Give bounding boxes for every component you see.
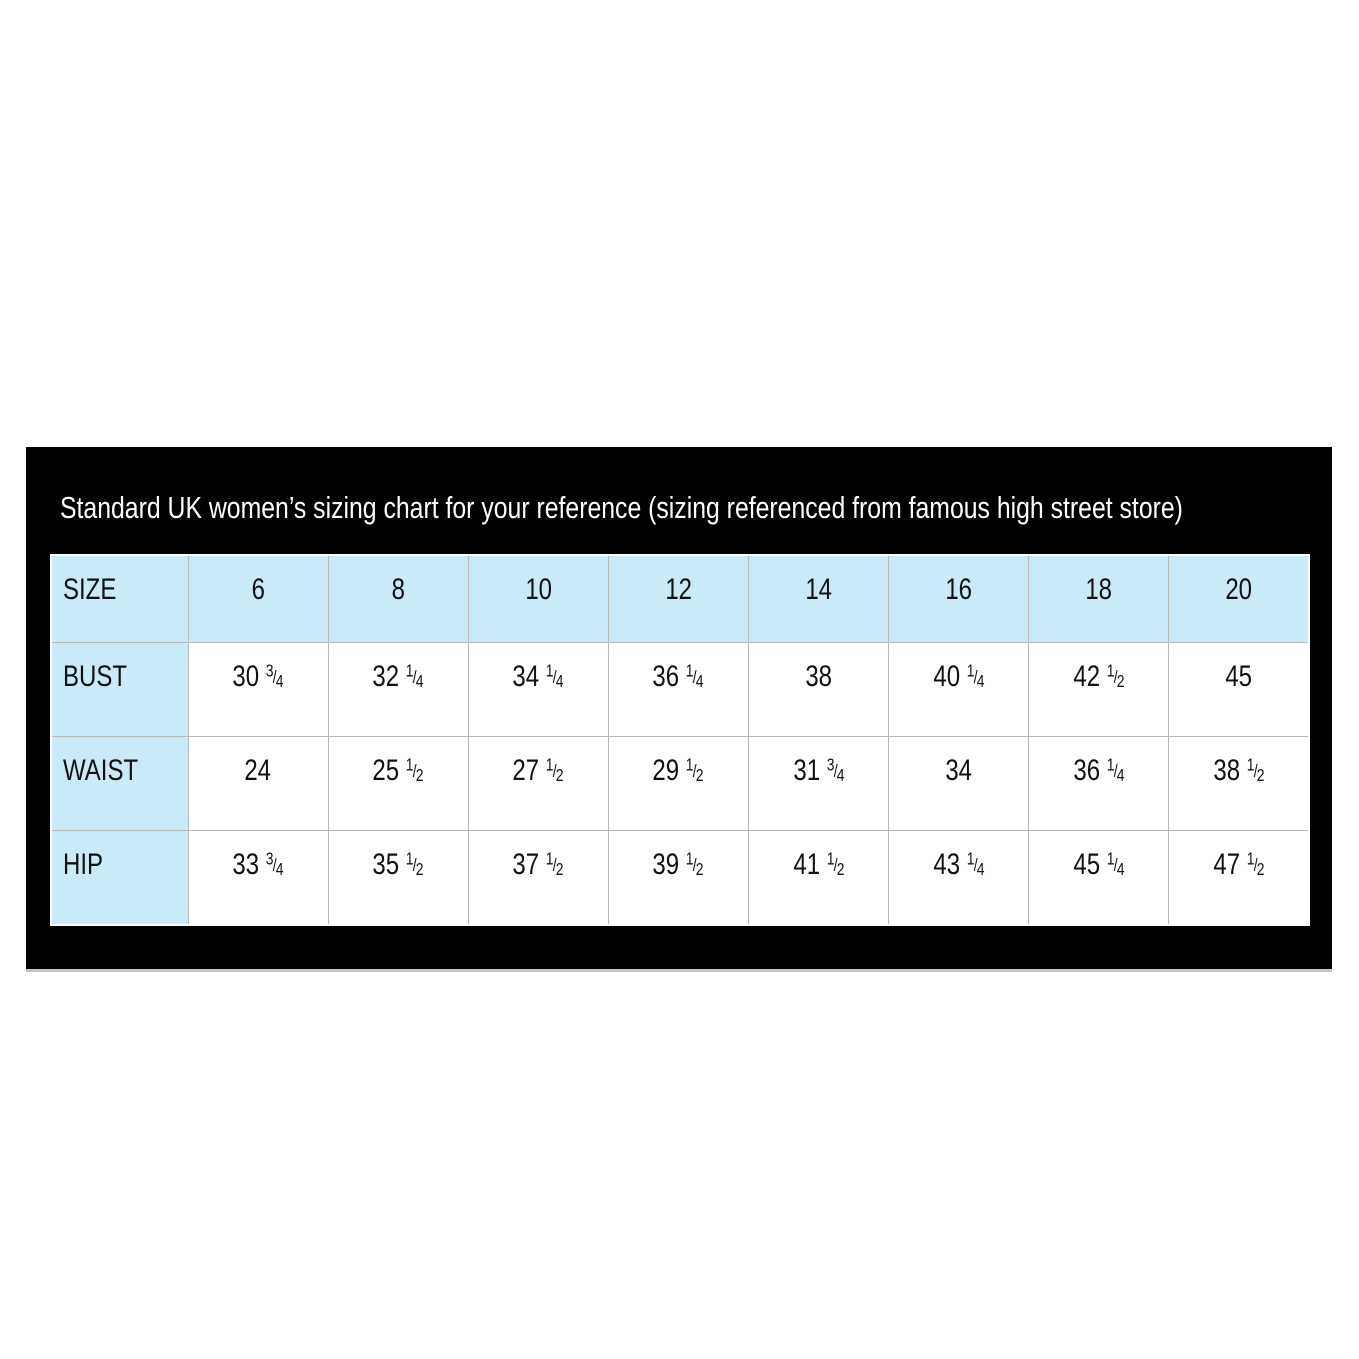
measurement-cell: 43 1/4 — [888, 830, 1030, 926]
table-row: WAIST 24 25 1/2 27 1/2 29 1/2 31 3/4 34 36 1/4 3… — [50, 736, 1310, 831]
fraction: 1/2 — [1246, 848, 1265, 879]
header-cell-text: 10 — [524, 573, 552, 606]
row-label: HIP — [50, 830, 189, 926]
fraction: 1/2 — [546, 754, 564, 785]
header-cell-size: 18 — [1028, 554, 1170, 643]
header-cell-size: 20 — [1168, 554, 1310, 643]
header-cell-size: 6 — [187, 554, 329, 643]
fraction: 1/2 — [686, 754, 704, 785]
fraction: 1/2 — [546, 848, 564, 879]
measurement-cell: 33 3/4 — [187, 830, 329, 926]
measurement-cell: 34 1/4 — [467, 642, 609, 737]
fraction: 1/4 — [546, 660, 564, 691]
measurement-cell: 32 1/4 — [327, 642, 469, 737]
fraction: 3/4 — [265, 848, 284, 879]
table-row: BUST 30 3/4 32 1/4 34 1/4 36 1/4 38 40 1/4 42 1… — [50, 642, 1310, 737]
fraction: 1/2 — [1246, 754, 1265, 785]
measurement-cell: 30 3/4 — [187, 642, 329, 737]
header-cell-text: 20 — [1225, 573, 1253, 606]
fraction: 1/2 — [406, 754, 424, 785]
measurement-cell: 36 1/4 — [1028, 736, 1170, 831]
measurement-cell: 39 1/2 — [607, 830, 750, 926]
measurement-cell: 38 1/2 — [1168, 736, 1310, 831]
row-label: BUST — [50, 642, 189, 737]
header-cell-text: 14 — [805, 573, 832, 606]
header-cell-size: 14 — [747, 554, 890, 643]
table-row: HIP 33 3/4 35 1/2 37 1/2 39 1/2 41 1/2 43 1/4 4… — [50, 830, 1310, 926]
measurement-cell: 31 3/4 — [747, 736, 890, 831]
measurement-cell: 36 1/4 — [607, 642, 750, 737]
row-label-text: HIP — [63, 848, 104, 881]
measurement-cell: 45 1/4 — [1028, 830, 1170, 926]
measurement-cell: 29 1/2 — [607, 736, 750, 831]
row-label-text: BUST — [63, 660, 128, 693]
header-cell-size: 8 — [327, 554, 469, 643]
fraction: 1/4 — [1106, 754, 1125, 785]
header-cell-size: 12 — [607, 554, 750, 643]
fraction: 1/4 — [686, 660, 704, 691]
measurement-cell: 27 1/2 — [467, 736, 609, 831]
fraction: 1/4 — [966, 660, 985, 691]
header-cell-text: 16 — [945, 573, 973, 606]
measurement-cell: 45 — [1168, 642, 1310, 737]
header-cell-text: 12 — [665, 573, 692, 606]
measurement-cell: 47 1/2 — [1168, 830, 1310, 926]
measurement-cell: 34 — [888, 736, 1030, 831]
header-row: SIZE 6 8 10 12 14 16 18 20 — [50, 554, 1310, 643]
header-cell-size: 16 — [888, 554, 1030, 643]
header-cell-size-label: SIZE — [50, 554, 189, 643]
measurement-cell: 35 1/2 — [327, 830, 469, 926]
measurement-cell: 40 1/4 — [888, 642, 1030, 737]
measurement-cell: 37 1/2 — [467, 830, 609, 926]
table-header: SIZE 6 8 10 12 14 16 18 20 — [50, 554, 1310, 643]
row-label: WAIST — [50, 736, 189, 831]
sizing-chart-panel: Standard UK women’s sizing chart for you… — [26, 447, 1332, 972]
header-cell-size: 10 — [467, 554, 609, 643]
sizing-table: SIZE 6 8 10 12 14 16 18 20 BUST 30 3/4 32 1/4 34 1/… — [50, 554, 1310, 926]
row-label-text: WAIST — [63, 754, 139, 787]
fraction: 1/2 — [686, 848, 704, 879]
fraction: 1/2 — [406, 848, 424, 879]
fraction: 3/4 — [265, 660, 284, 691]
measurement-cell: 24 — [187, 736, 329, 831]
fraction: 1/2 — [1106, 660, 1125, 691]
table-body: BUST 30 3/4 32 1/4 34 1/4 36 1/4 38 40 1/4 42 1… — [50, 642, 1310, 926]
measurement-cell: 38 — [747, 642, 890, 737]
fraction: 1/2 — [826, 848, 845, 879]
fraction: 1/4 — [1106, 848, 1125, 879]
measurement-cell: 25 1/2 — [327, 736, 469, 831]
chart-title-text: Standard UK women’s sizing chart for you… — [60, 490, 1183, 525]
header-cell-text: 18 — [1085, 573, 1113, 606]
fraction: 3/4 — [826, 754, 845, 785]
header-cell-text: SIZE — [63, 573, 117, 606]
header-cell-text: 6 — [251, 573, 265, 606]
chart-title: Standard UK women’s sizing chart for you… — [60, 490, 1359, 525]
header-cell-text: 8 — [391, 573, 405, 606]
measurement-cell: 42 1/2 — [1028, 642, 1170, 737]
fraction: 1/4 — [966, 848, 985, 879]
measurement-cell: 41 1/2 — [747, 830, 890, 926]
fraction: 1/4 — [406, 660, 424, 691]
